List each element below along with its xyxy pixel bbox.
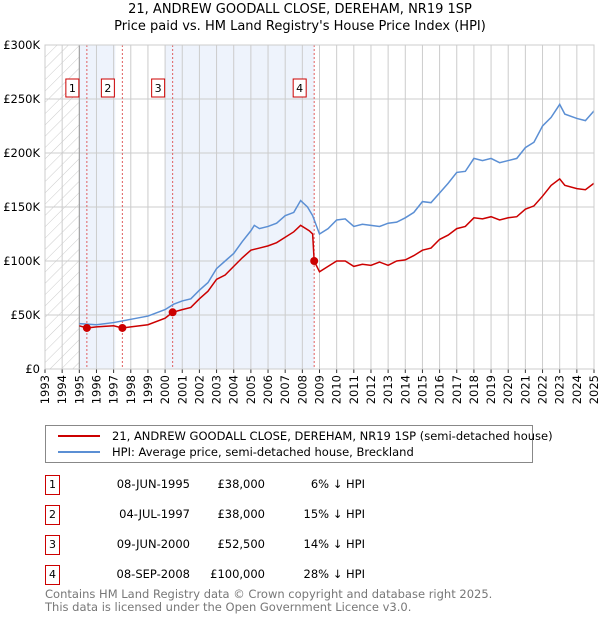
x-tick-label: 2008 [295, 375, 309, 404]
x-tick-label: 2003 [210, 375, 224, 404]
x-tick-label: 2002 [192, 375, 206, 404]
legend-swatch-red [58, 435, 100, 437]
y-tick-label: £150K [3, 200, 40, 214]
x-tick-label: 1998 [124, 375, 138, 404]
chart-plot: 1993 1994 1995 1996 1997 1998 1999 2000 2001 2002… [3, 38, 600, 404]
x-tick-label: 2009 [313, 375, 327, 404]
x-tick-label: 2024 [570, 375, 584, 404]
x-tick-label: 2023 [553, 375, 567, 404]
sale-number: 3 [45, 535, 60, 555]
x-tick-label: 2020 [501, 375, 515, 404]
sale-date: 04-JUL-1997 [119, 507, 190, 521]
sale-number: 2 [45, 505, 60, 525]
legend-item-hpi: HPI: Average price, semi-detached house,… [58, 444, 414, 460]
x-tick-label: 2007 [278, 375, 292, 404]
sale-hpi-diff: 14% ↓ HPI [303, 537, 365, 551]
sale-number: 1 [45, 475, 60, 495]
series-line [79, 102, 595, 326]
x-tick-label: 2000 [158, 375, 172, 404]
y-tick-label: £300K [3, 38, 40, 52]
sale-price: £52,500 [217, 537, 265, 551]
x-tick-label: 2019 [484, 375, 498, 404]
x-tick-label: 1997 [107, 375, 121, 404]
x-tick-label: 1993 [38, 375, 52, 404]
x-tick-label: 2005 [244, 375, 258, 404]
x-tick-label: 2022 [536, 375, 550, 404]
x-tick-label: 2025 [587, 375, 600, 404]
sale-label-box [151, 78, 166, 98]
sale-label-box [100, 78, 115, 98]
x-tick-label: 2004 [227, 375, 241, 404]
x-tick-label: 2015 [415, 375, 429, 404]
plot-frame [44, 44, 595, 370]
x-tick-label: 2017 [450, 375, 464, 404]
x-tick-label: 2010 [330, 375, 344, 404]
sale-point [168, 308, 177, 317]
x-tick-label: 1994 [55, 375, 69, 404]
footer-line2: This data is licensed under the Open Gov… [45, 600, 412, 614]
sale-price: £38,000 [217, 507, 265, 521]
x-tick-label: 2001 [175, 375, 189, 404]
y-tick-label: £50K [11, 308, 41, 322]
sale-label: 3 [155, 82, 162, 95]
sale-label-box [65, 78, 80, 98]
chart-subtitle: Price paid vs. HM Land Registry's House … [114, 19, 486, 34]
sale-hpi-diff: 15% ↓ HPI [303, 507, 365, 521]
legend-label: 21, ANDREW GOODALL CLOSE, DEREHAM, NR19 … [112, 429, 553, 443]
x-tick-label: 2011 [347, 375, 361, 404]
x-tick-label: 2016 [433, 375, 447, 404]
sale-point [118, 323, 127, 332]
sale-hpi-diff: 28% ↓ HPI [303, 567, 365, 581]
x-tick-label: 1995 [72, 375, 86, 404]
legend-item-property: 21, ANDREW GOODALL CLOSE, DEREHAM, NR19 … [58, 428, 553, 444]
series-line [79, 177, 595, 329]
x-tick-label: 2012 [364, 375, 378, 404]
sale-date: 08-SEP-2008 [116, 567, 190, 581]
sale-label: 4 [296, 82, 303, 95]
legend-label: HPI: Average price, semi-detached house,… [112, 445, 414, 459]
x-tick-label: 2013 [381, 375, 395, 404]
x-tick-label: 2018 [467, 375, 481, 404]
sale-number: 4 [45, 565, 60, 585]
x-tick-label: 1996 [89, 375, 103, 404]
sale-date: 09-JUN-2000 [116, 537, 190, 551]
y-tick-label: £200K [3, 146, 40, 160]
sale-label-box [292, 78, 307, 98]
sale-row: 4 08-SEP-2008 £100,000 28% ↓ HPI [45, 565, 465, 585]
sale-point [82, 323, 91, 332]
sale-row: 1 08-JUN-1995 £38,000 6% ↓ HPI [45, 475, 465, 495]
sale-price: £100,000 [210, 567, 265, 581]
y-tick-label: £100K [3, 254, 40, 268]
sale-hpi-diff: 6% ↓ HPI [310, 477, 365, 491]
chart-title: 21, ANDREW GOODALL CLOSE, DEREHAM, NR19 … [128, 2, 472, 17]
y-tick-label: £0 [25, 362, 40, 376]
sale-label: 2 [104, 82, 111, 95]
x-tick-label: 2021 [518, 375, 532, 404]
sale-row: 3 09-JUN-2000 £52,500 14% ↓ HPI [45, 535, 465, 555]
footer-line1: Contains HM Land Registry data © Crown c… [45, 587, 493, 601]
x-tick-label: 2014 [398, 375, 412, 404]
legend: 21, ANDREW GOODALL CLOSE, DEREHAM, NR19 … [45, 425, 553, 463]
x-tick-label: 2006 [261, 375, 275, 404]
x-tick-label: 1999 [141, 375, 155, 404]
legend-swatch-blue [58, 451, 100, 453]
y-tick-label: £250K [3, 92, 40, 106]
sale-point [310, 257, 319, 265]
sale-price: £38,000 [217, 477, 265, 491]
sale-row: 2 04-JUL-1997 £38,000 15% ↓ HPI [45, 505, 465, 525]
sale-date: 08-JUN-1995 [116, 477, 190, 491]
sale-label: 1 [69, 82, 76, 95]
